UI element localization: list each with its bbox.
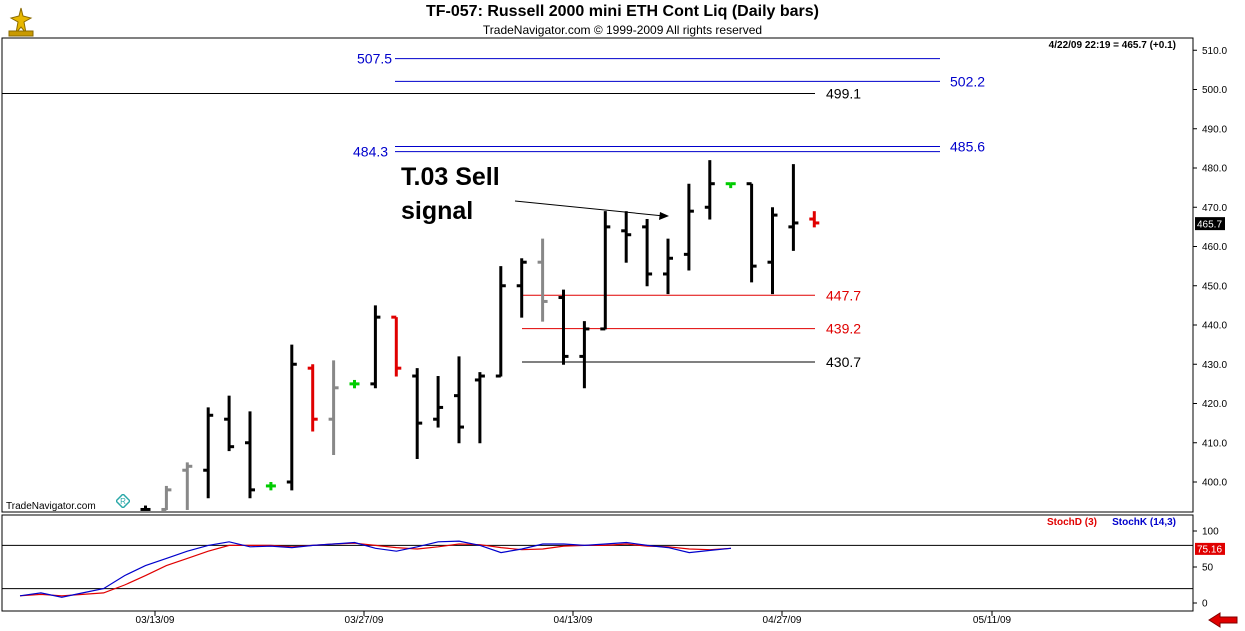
x-tick-label: 03/27/09 — [345, 615, 384, 626]
ohlc-bar — [788, 164, 799, 251]
stoch-last-label: 75.16 — [1197, 544, 1222, 555]
y-tick-label: 420.0 — [1202, 399, 1227, 410]
ohlc-bar — [265, 482, 276, 491]
ohlc-bar — [412, 368, 423, 459]
ohlc-bar — [725, 182, 736, 189]
ohlc-bar — [600, 211, 611, 331]
level-label: 447.7 — [826, 287, 861, 303]
ohlc-bar — [683, 183, 694, 271]
ohlc-bar — [370, 305, 381, 389]
price-panel-frame — [1, 37, 1194, 513]
ohlc-bar — [663, 238, 673, 295]
y-tick-label: 430.0 — [1202, 360, 1227, 371]
ohlc-bar — [621, 211, 632, 263]
ohlc-bar — [203, 407, 214, 499]
stochastic-panel: 0 50 100 75.16 StochD (3) StochK (14,3) — [2, 517, 1225, 610]
last-price-label: 465.7 — [1197, 220, 1222, 231]
chart-title: TF-057: Russell 2000 mini ETH Cont Liq (… — [426, 3, 819, 20]
x-tick-label: 05/11/09 — [973, 615, 1012, 626]
ohlc-bar — [307, 364, 318, 432]
y-tick-label: 410.0 — [1202, 438, 1227, 449]
stoch-y-tick-label: 0 — [1202, 599, 1208, 610]
x-tick-label: 04/27/09 — [763, 615, 802, 626]
annotation-arrowhead — [659, 212, 669, 220]
ohlc-bar — [182, 462, 193, 510]
y-tick-label: 500.0 — [1202, 85, 1227, 96]
ohlc-bar — [579, 321, 590, 389]
x-tick-label: 03/13/09 — [136, 615, 175, 626]
ohlc-bar — [349, 379, 360, 389]
stoch-y-tick-label: 50 — [1202, 563, 1214, 574]
level-label: 484.3 — [353, 144, 388, 160]
scroll-left-arrow-icon[interactable] — [1208, 612, 1238, 628]
legend-stochk: StochK (14,3) — [1112, 517, 1176, 528]
ohlc-bar — [433, 376, 444, 428]
level-label: 430.7 — [826, 354, 861, 370]
y-tick-label: 490.0 — [1202, 124, 1227, 135]
stochd-line — [19, 542, 732, 597]
level-label: 507.5 — [357, 51, 392, 67]
ohlc-bar — [328, 360, 339, 456]
y-tick-label: 440.0 — [1202, 321, 1227, 332]
ohlc-bar — [537, 238, 548, 322]
ohlc-bar — [391, 315, 402, 377]
stoch-last-marker — [1195, 542, 1225, 555]
annotation-line-2: signal — [401, 197, 473, 225]
ohlc-bar — [245, 411, 255, 499]
stochk-line — [19, 540, 732, 598]
price-bars — [140, 160, 820, 511]
legend-stochd: StochD (3) — [1047, 517, 1097, 528]
ohlc-bar — [474, 372, 485, 444]
level-label: 502.2 — [950, 73, 985, 89]
annotation-arrow-line — [514, 200, 665, 217]
y-tick-label: 450.0 — [1202, 281, 1227, 292]
copyright-text: TradeNavigator.com © 1999-2009 All right… — [482, 23, 763, 37]
ohlc-bar — [454, 356, 464, 444]
watermark-text: TradeNavigator.com — [6, 501, 96, 512]
ohlc-bar — [286, 344, 297, 491]
stoch-y-tick-label: 100 — [1202, 527, 1219, 538]
panel-frames — [1, 37, 1194, 612]
ohlc-bar — [140, 505, 151, 511]
ohlc-bar — [746, 182, 757, 283]
ohlc-bar — [516, 258, 527, 318]
ohlc-bar — [642, 219, 653, 287]
diamond-logo-icon: R — [116, 494, 130, 508]
level-label: 439.2 — [826, 321, 861, 337]
y-tick-label: 510.0 — [1202, 46, 1227, 57]
ohlc-bar — [224, 395, 235, 452]
trade-navigator-logo-icon — [8, 7, 34, 37]
axes: 400.0 410.0 420.0 430.0 440.0 450.0 460.0 470.0… — [136, 46, 1228, 626]
y-tick-label: 480.0 — [1202, 164, 1227, 175]
last-price-marker — [1195, 217, 1225, 231]
ohlc-bar — [558, 289, 569, 365]
x-tick-label: 04/13/09 — [554, 615, 593, 626]
ohlc-bar — [161, 485, 172, 511]
level-label: 485.6 — [950, 139, 985, 155]
level-label: 499.1 — [826, 86, 861, 102]
price-levels: 507.5 502.2 499.1 485.6 484.3 447.7 439.2 430.7 — [2, 51, 985, 370]
stochastic-panel-frame — [1, 514, 1194, 612]
svg-text:R: R — [120, 497, 126, 506]
quote-readout: 4/22/09 22:19 = 465.7 (+0.1) — [1049, 40, 1176, 51]
annotation-line-1: T.03 Sell — [401, 163, 500, 191]
y-tick-label: 460.0 — [1202, 242, 1227, 253]
ohlc-bar — [495, 266, 506, 378]
ohlc-bar — [809, 211, 820, 228]
y-tick-label: 400.0 — [1202, 478, 1227, 489]
ohlc-bar — [704, 160, 715, 220]
sell-signal-annotation: T.03 Sell signal — [401, 163, 669, 225]
ohlc-bar — [767, 207, 778, 295]
y-tick-label: 470.0 — [1202, 203, 1227, 214]
